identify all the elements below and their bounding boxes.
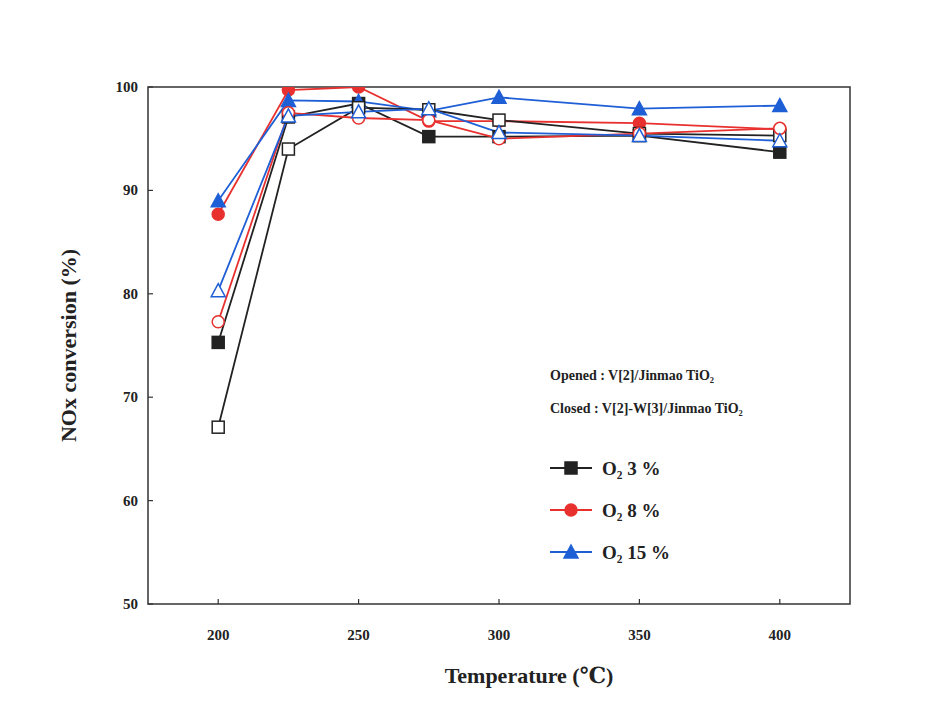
series-marker <box>774 146 786 158</box>
series-marker <box>212 421 224 433</box>
y-tick-label: 50 <box>123 596 138 612</box>
x-tick-label: 300 <box>488 627 511 643</box>
series-marker <box>422 102 436 115</box>
x-tick-label: 350 <box>628 627 651 643</box>
x-tick-label: 200 <box>207 627 230 643</box>
y-tick <box>148 397 153 398</box>
y-tick-label: 60 <box>123 493 138 509</box>
annotation: Closed : V[2]-W[3]/Jinmao TiO₂ <box>550 401 743 416</box>
x-tick <box>358 599 359 604</box>
series-line <box>218 104 780 343</box>
legend-marker <box>564 545 578 558</box>
x-tick <box>498 599 499 604</box>
series-marker <box>212 336 224 348</box>
series-marker <box>211 284 225 297</box>
series-marker <box>281 109 295 122</box>
y-tick <box>148 500 153 501</box>
series-marker <box>492 90 506 103</box>
chart: 200 250 300 350 400 50 60 70 80 90 100 Temperature … <box>0 0 949 716</box>
x-tick-label: 400 <box>769 627 792 643</box>
series-line <box>218 87 780 214</box>
y-tick <box>148 190 153 191</box>
annotation: Opened : V[2]/Jinmao TiO₂ <box>550 368 714 383</box>
series-marker <box>773 134 787 147</box>
series-marker <box>212 208 224 220</box>
x-axis-label: Temperature (℃) <box>445 663 614 688</box>
series-marker <box>281 93 295 106</box>
series-marker <box>632 102 646 115</box>
legend-label: O₂ 15 % <box>602 542 670 563</box>
y-axis-label: NOx conversion (%) <box>56 249 81 442</box>
y-tick-label: 70 <box>123 389 138 405</box>
y-tick-label: 80 <box>123 286 138 302</box>
legend-label: O₂ 3 % <box>602 458 660 479</box>
series-marker <box>352 105 366 118</box>
series-marker <box>212 316 224 328</box>
series-marker <box>773 99 787 112</box>
series-marker <box>282 143 294 155</box>
series-line <box>218 109 780 291</box>
y-tick <box>148 603 153 604</box>
x-tick-label: 250 <box>347 627 370 643</box>
legend-marker <box>565 504 577 516</box>
series-marker <box>211 194 225 207</box>
legend: Opened : V[2]/Jinmao TiO₂ Closed : V[2]-W… <box>550 368 743 563</box>
x-tick <box>639 599 640 604</box>
plot-data <box>211 87 787 433</box>
series-marker <box>492 125 506 138</box>
series-line <box>218 97 780 200</box>
y-tick-label: 90 <box>123 182 138 198</box>
series-marker <box>353 87 365 93</box>
x-tick <box>218 599 219 604</box>
legend-label: O₂ 8 % <box>602 500 660 521</box>
series-marker <box>423 114 435 126</box>
series-line <box>218 113 780 322</box>
series-marker <box>423 131 435 143</box>
legend-marker <box>565 462 577 474</box>
y-tick <box>148 86 153 87</box>
y-tick <box>148 293 153 294</box>
x-tick <box>779 599 780 604</box>
series-line <box>218 108 780 428</box>
plot-frame <box>148 87 850 604</box>
y-tick-label: 100 <box>116 79 139 95</box>
series-marker <box>632 129 646 142</box>
